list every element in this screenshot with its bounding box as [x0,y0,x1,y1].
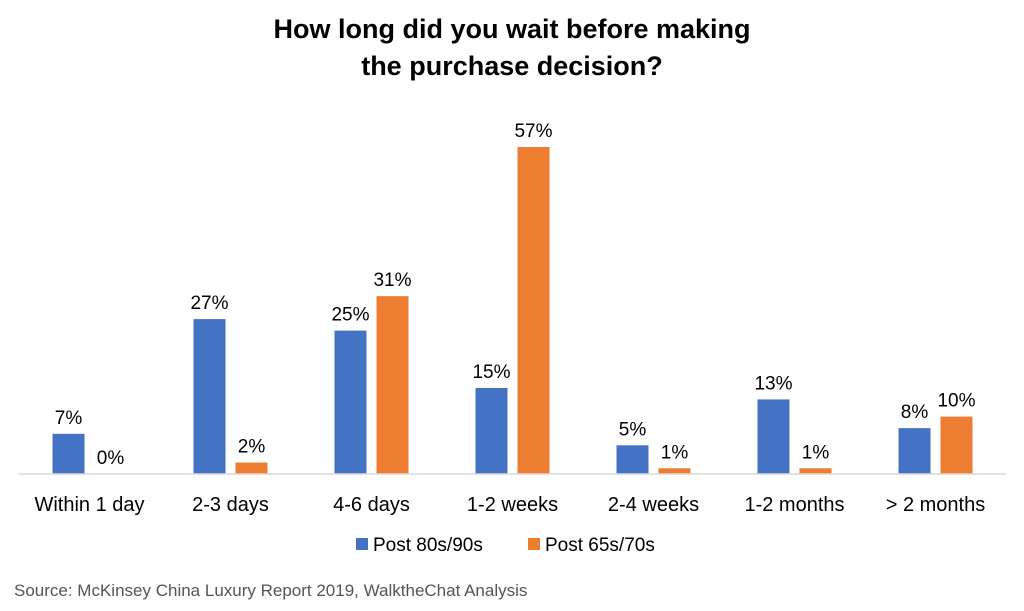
source-note: Source: McKinsey China Luxury Report 201… [14,581,527,600]
data-label: 1% [802,442,830,463]
bar-post-65s-70s [376,296,409,474]
x-tick-label: 1-2 months [744,494,844,516]
bars-group [52,147,973,474]
x-axis-ticks: Within 1 day 2-3 days 4-6 days 1-2 weeks 2-4… [34,494,985,516]
bar-post-65s-70s [940,416,973,474]
x-tick-label: 1-2 weeks [467,494,558,516]
bar-post-80s-90s [898,428,931,474]
data-labels-group: 7% 0% 27% 2% 25%31% 15% 57% 5% 1% 13% 1% 8% 10% [55,121,976,469]
chart-title-line-1: How long did you wait before making [273,14,750,44]
chart-title-line-2: the purchase decision? [361,51,663,81]
data-label: 0% [97,448,125,469]
bar-post-65s-70s [658,468,691,474]
data-label: 8% [901,402,929,423]
data-label: 7% [55,408,83,429]
bar-post-80s-90s [616,445,649,474]
bar-post-65s-70s [799,468,832,474]
bar-post-80s-90s [193,319,226,474]
data-label: 5% [619,419,647,440]
bar-post-80s-90s [757,399,790,474]
chart-title: How long did you wait before making the … [273,14,750,81]
data-label: 10% [937,391,975,412]
data-label: 31% [373,270,411,291]
bar-post-80s-90s [334,330,367,474]
data-label: 13% [754,373,792,394]
x-tick-label: 2-4 weeks [608,494,699,516]
data-label: 15% [472,362,510,383]
data-label: 2% [238,437,266,458]
x-tick-label: 4-6 days [333,494,410,516]
bar-post-65s-70s [517,147,550,474]
data-label: 1% [661,442,689,463]
data-label: 57% [514,121,552,142]
data-label: 27% [190,293,228,314]
legend-label: Post 65s/70s [545,535,655,556]
x-tick-label: 2-3 days [192,494,269,516]
legend-swatch [356,538,368,550]
legend-label: Post 80s/90s [373,535,483,556]
x-tick-label: > 2 months [886,494,986,516]
bar-post-80s-90s [52,433,85,474]
bar-post-80s-90s [475,387,508,474]
legend-swatch [528,538,540,550]
bar-post-65s-70s [235,462,268,474]
x-tick-label: Within 1 day [34,494,144,516]
data-label: 25% [331,305,369,326]
legend: Post 80s/90s Post 65s/70s [356,535,655,556]
